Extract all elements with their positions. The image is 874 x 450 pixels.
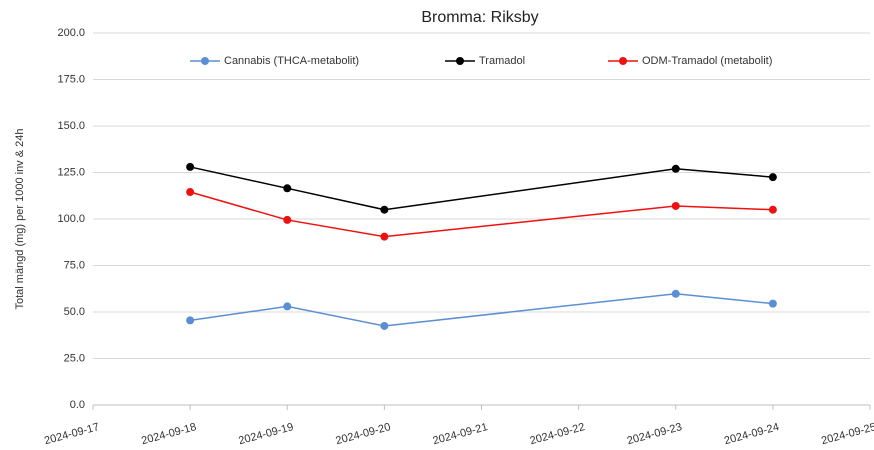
x-tick-label: 2024-09-23 — [626, 421, 683, 447]
y-axis-label: Total mängd (mg) per 1000 inv & 24h — [14, 129, 26, 310]
x-tick-label: 2024-09-24 — [723, 421, 780, 447]
point — [671, 289, 680, 298]
legend-marker — [456, 57, 464, 65]
y-tick-label: 125.0 — [57, 166, 85, 178]
line — [189, 166, 773, 211]
point — [186, 316, 195, 325]
chart-title: Bromma: Riksby — [421, 9, 538, 26]
x-tick-label: 2024-09-22 — [529, 421, 586, 447]
point — [283, 215, 292, 224]
x-tick-label: 2024-09-18 — [140, 421, 197, 447]
point — [768, 173, 777, 182]
y-tick-label: 0.0 — [70, 399, 85, 411]
x-tick-label: 2024-09-17 — [43, 421, 100, 447]
x-tick-label: 2024-09-25 — [820, 421, 874, 447]
legend-label: Tramadol — [479, 55, 525, 67]
y-tick-label: 25.0 — [64, 352, 85, 364]
point — [671, 164, 680, 173]
legend-marker — [201, 57, 209, 65]
x-tick-label: 2024-09-20 — [334, 421, 391, 447]
y-tick-label: 75.0 — [64, 259, 85, 271]
y-tick-label: 150.0 — [57, 120, 85, 132]
point — [380, 205, 389, 214]
point — [380, 321, 389, 330]
x-tick-label: 2024-09-21 — [432, 421, 489, 447]
point — [380, 232, 389, 241]
y-tick-label: 175.0 — [57, 73, 85, 85]
legend-marker — [619, 57, 627, 65]
point — [671, 201, 680, 210]
legend-label: ODM-Tramadol (metabolit) — [642, 55, 772, 67]
legend-label: Cannabis (THCA-metabolit) — [224, 55, 359, 67]
point — [283, 302, 292, 311]
point — [283, 184, 292, 193]
y-tick-label: 100.0 — [57, 213, 85, 225]
x-tick-label: 2024-09-19 — [237, 421, 294, 447]
line — [190, 293, 773, 327]
y-tick-label: 200.0 — [57, 27, 85, 39]
y-tick-label: 50.0 — [64, 306, 85, 318]
line — [189, 191, 773, 238]
point — [186, 188, 195, 197]
point — [186, 162, 195, 171]
point — [768, 205, 777, 214]
point — [768, 299, 777, 308]
